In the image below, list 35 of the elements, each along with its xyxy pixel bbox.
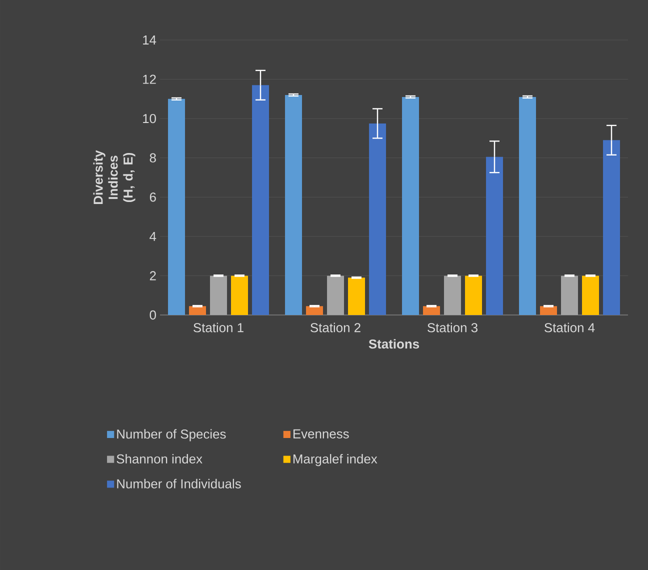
y-tick-label: 2 [150, 271, 156, 280]
x-tick-label: Station 4 [544, 322, 595, 332]
bar [168, 98, 186, 315]
bar [402, 96, 420, 315]
bar [540, 306, 558, 315]
x-tick-label: Station 3 [428, 322, 478, 332]
bar [603, 140, 620, 315]
x-tick-label: Station 2 [310, 322, 360, 332]
y-tick-label: 8 [150, 153, 156, 162]
y-tick-label: 4 [150, 232, 156, 241]
y-tick-label: 6 [150, 192, 156, 202]
bar [348, 278, 366, 315]
y-tick-label: 0 [150, 310, 156, 320]
bar [252, 85, 270, 315]
bar [423, 306, 440, 315]
x-axis-title: Stations [368, 339, 420, 349]
legend-label: Margalef index [294, 454, 378, 466]
y-tick-label: 14 [143, 36, 156, 44]
bar [465, 276, 482, 315]
bar [519, 96, 536, 315]
bar [285, 94, 302, 315]
y-axis-title: Diversity Indices (H, d, E) [93, 150, 136, 204]
bar [369, 123, 386, 315]
y-tick-label: 12 [143, 74, 156, 84]
legend-label: Number of Individuals [117, 478, 241, 488]
legend-label: Shannon index [116, 454, 202, 464]
y-tick-label: 10 [143, 114, 156, 124]
bar [231, 276, 248, 315]
bar [306, 306, 324, 315]
legend-label: Evenness [294, 429, 349, 438]
legend-label: Number of Species [117, 429, 226, 442]
bar [582, 276, 600, 315]
x-tick-label: Station 1 [194, 322, 244, 332]
bar [189, 306, 206, 315]
bar [486, 156, 504, 315]
